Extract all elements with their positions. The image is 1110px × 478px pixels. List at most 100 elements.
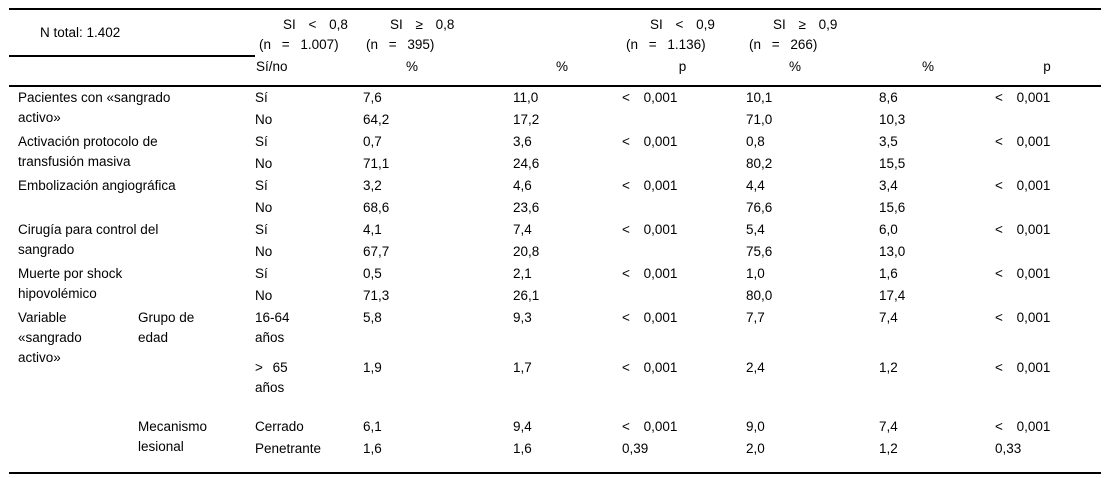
cell-pct-si-ge-08: 20,8 xyxy=(513,244,540,259)
cell-si-no: Penetrante xyxy=(255,441,322,456)
cell-subgroup-label: Mecanismo lesional xyxy=(138,419,208,454)
table-row: No 64,2 17,2 71,0 10,3 xyxy=(9,109,1101,131)
cell-p-08 xyxy=(622,197,745,219)
cell-pct-si-lt-08: 7,6 xyxy=(363,90,382,105)
cell-pct-si-lt-09: 75,6 xyxy=(746,244,773,259)
cell-pct-si-lt-08: 64,2 xyxy=(363,112,390,127)
cell-pct-si-lt-08: 5,8 xyxy=(363,310,382,325)
table-row: Variable «sangrado activo» Grupo de edad 1… xyxy=(9,307,1101,365)
cell-p-08: < 0,001 xyxy=(622,360,678,375)
header-pct-lt-09: % xyxy=(745,56,878,87)
cell-p-08: < 0,001 xyxy=(622,222,678,237)
cell-variable-label: Variable «sangrado activo» xyxy=(18,310,82,365)
cell-p-09 xyxy=(995,241,1101,263)
cell-pct-si-lt-08: 3,2 xyxy=(363,178,382,193)
cell-si-no: No xyxy=(255,112,273,127)
cell-pct-si-ge-08: 4,6 xyxy=(513,178,532,193)
cell-p-08 xyxy=(622,153,745,175)
cell-p-09: < 0,001 xyxy=(995,266,1051,281)
cell-pct-si-lt-09: 9,0 xyxy=(746,419,765,434)
cell-p-09 xyxy=(995,285,1101,307)
header-p-08: p xyxy=(622,56,745,87)
cell-pct-si-lt-09: 2,4 xyxy=(746,360,765,375)
cell-pct-si-lt-08: 71,3 xyxy=(363,288,390,303)
cell-pct-si-lt-09: 2,0 xyxy=(746,441,765,456)
cell-p-09: 0,33 xyxy=(995,441,1022,456)
cell-p-09: < 0,001 xyxy=(995,178,1051,193)
header-si-no: Sí/no xyxy=(255,56,362,87)
cell-pct-si-lt-08: 71,1 xyxy=(363,156,390,171)
cell-pct-si-lt-09: 80,2 xyxy=(746,156,773,171)
cell-pct-si-ge-08: 3,6 xyxy=(513,134,532,149)
cell-pct-si-ge-08: 9,4 xyxy=(513,419,532,434)
cell-pct-si-ge-09: 1,2 xyxy=(879,441,898,456)
header-group-si-ge-08: SI ≥ 0,8 (n = 395) xyxy=(362,9,512,56)
table-row: Penetrante 1,6 1,6 0,39 2,0 1,2 0,33 xyxy=(9,438,1101,473)
cell-pct-si-ge-08: 24,6 xyxy=(513,156,540,171)
cell-p-09: < 0,001 xyxy=(995,90,1051,105)
cell-pct-si-lt-08: 0,5 xyxy=(363,266,382,281)
cell-variable-label: Pacientes con «sangrado activo» xyxy=(18,90,171,125)
cell-pct-si-lt-08: 1,9 xyxy=(363,360,382,375)
cell-pct-si-ge-08: 17,2 xyxy=(513,112,540,127)
cell-p-09: < 0,001 xyxy=(995,360,1051,375)
header-group-si-lt-08-title: SI < 0,8 xyxy=(283,17,348,32)
results-table: N total: 1.402 SI < 0,8 (n = 1.007) SI ≥… xyxy=(9,8,1101,474)
header-pct-lt-08: % xyxy=(362,56,512,87)
cell-si-no: Sí xyxy=(255,266,268,281)
table-row: No 71,3 26,1 80,0 17,4 xyxy=(9,285,1101,307)
cell-pct-si-ge-08: 9,3 xyxy=(513,310,532,325)
cell-si-no: Sí xyxy=(255,178,268,193)
header-cols-row: Sí/no % % p % % p xyxy=(9,56,1101,87)
cell-pct-si-lt-08: 6,1 xyxy=(363,419,382,434)
cell-p-08 xyxy=(622,241,745,263)
cell-p-08: < 0,001 xyxy=(622,134,678,149)
cell-pct-si-lt-09: 1,0 xyxy=(746,266,765,281)
cell-pct-si-lt-09: 80,0 xyxy=(746,288,773,303)
cell-pct-si-lt-09: 5,4 xyxy=(746,222,765,237)
cell-pct-si-lt-08: 4,1 xyxy=(363,222,382,237)
cell-p-09: < 0,001 xyxy=(995,419,1051,434)
cell-pct-si-lt-08: 68,6 xyxy=(363,200,390,215)
table-row: No 71,1 24,6 80,2 15,5 xyxy=(9,153,1101,175)
header-group-si-lt-08: SI < 0,8 (n = 1.007) xyxy=(255,9,362,56)
cell-si-no: Cerrado xyxy=(255,419,304,434)
table-body: Pacientes con «sangrado activo» Sí 7,6 11,0… xyxy=(9,86,1101,473)
cell-pct-si-ge-09: 1,6 xyxy=(879,266,898,281)
cell-si-no: Sí xyxy=(255,134,268,149)
cell-pct-si-ge-09: 10,3 xyxy=(879,112,906,127)
cell-p-08: < 0,001 xyxy=(622,266,678,281)
header-spacer xyxy=(878,9,995,56)
table-row: No 68,6 23,6 76,6 15,6 xyxy=(9,197,1101,219)
cell-pct-si-lt-09: 7,7 xyxy=(746,310,765,325)
cell-subgroup-label: Grupo de edad xyxy=(138,310,195,345)
cell-pct-si-ge-08: 7,4 xyxy=(513,222,532,237)
table-header: N total: 1.402 SI < 0,8 (n = 1.007) SI ≥… xyxy=(9,9,1101,87)
cell-p-09: < 0,001 xyxy=(995,222,1051,237)
cell-pct-si-ge-08: 26,1 xyxy=(513,288,540,303)
table-row: > 65 años 1,9 1,7 < 0,001 2,4 1,2 < 0,001 xyxy=(9,349,1101,399)
cell-pct-si-lt-09: 4,4 xyxy=(746,178,765,193)
cell-pct-si-ge-08: 1,7 xyxy=(513,360,532,375)
cell-p-09 xyxy=(995,109,1101,131)
cell-p-08 xyxy=(622,109,745,131)
cell-variable-label: Embolización angiográfica xyxy=(18,178,176,193)
cell-pct-si-ge-08: 11,0 xyxy=(513,90,539,105)
cell-pct-si-ge-09: 1,2 xyxy=(879,360,898,375)
cell-p-08: < 0,001 xyxy=(622,90,678,105)
header-group-si-lt-09-title: SI < 0,9 xyxy=(650,17,715,32)
cell-pct-si-lt-09: 0,8 xyxy=(746,134,765,149)
header-spacer xyxy=(512,9,622,56)
cell-variable-label: Muerte por shock hipovolémico xyxy=(18,266,123,301)
header-group-row: N total: 1.402 SI < 0,8 (n = 1.007) SI ≥… xyxy=(9,9,1101,57)
cell-pct-si-ge-09: 3,4 xyxy=(879,178,898,193)
header-group-si-ge-08-title: SI ≥ 0,8 xyxy=(390,17,455,32)
cell-si-no: Sí xyxy=(255,90,268,105)
header-group-si-lt-08-n: (n = 1.007) xyxy=(259,37,339,52)
table-row: Muerte por shock hipovolémico Sí 0,5 2,1 < 0… xyxy=(9,263,1101,301)
cell-pct-si-ge-08: 23,6 xyxy=(513,200,540,215)
cell-pct-si-ge-08: 2,1 xyxy=(513,266,532,281)
cell-variable-label: Activación protocolo de transfusión masi… xyxy=(18,134,158,169)
cell-p-08: < 0,001 xyxy=(622,178,678,193)
